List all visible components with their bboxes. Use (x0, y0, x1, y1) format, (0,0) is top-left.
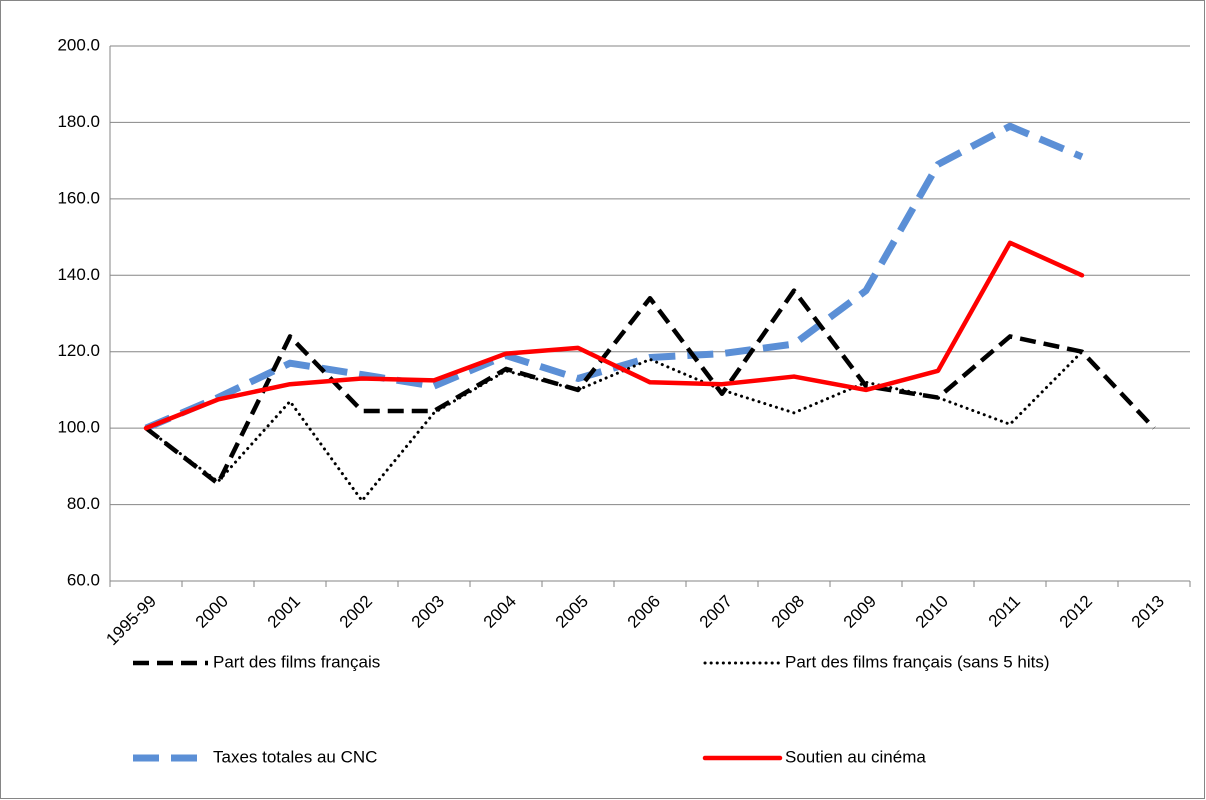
legend-label: Part des films français (213, 652, 380, 671)
y-tick-label: 200.0 (57, 35, 100, 54)
y-tick-label: 120.0 (57, 341, 100, 360)
y-tick-label: 140.0 (57, 265, 100, 284)
legend-label: Soutien au cinéma (785, 747, 926, 766)
series-line (144, 122, 1084, 432)
y-tick-label: 80.0 (67, 494, 100, 513)
y-tick-label: 100.0 (57, 418, 100, 437)
legend-label: Taxes totales au CNC (213, 747, 377, 766)
y-tick-label: 180.0 (57, 112, 100, 131)
y-tick-label: 60.0 (67, 570, 100, 589)
legend-label: Part des films français (sans 5 hits) (785, 652, 1050, 671)
series-line (144, 288, 1156, 486)
series-line (143, 240, 1085, 431)
y-tick-label: 160.0 (57, 188, 100, 207)
series-line (144, 350, 1084, 503)
